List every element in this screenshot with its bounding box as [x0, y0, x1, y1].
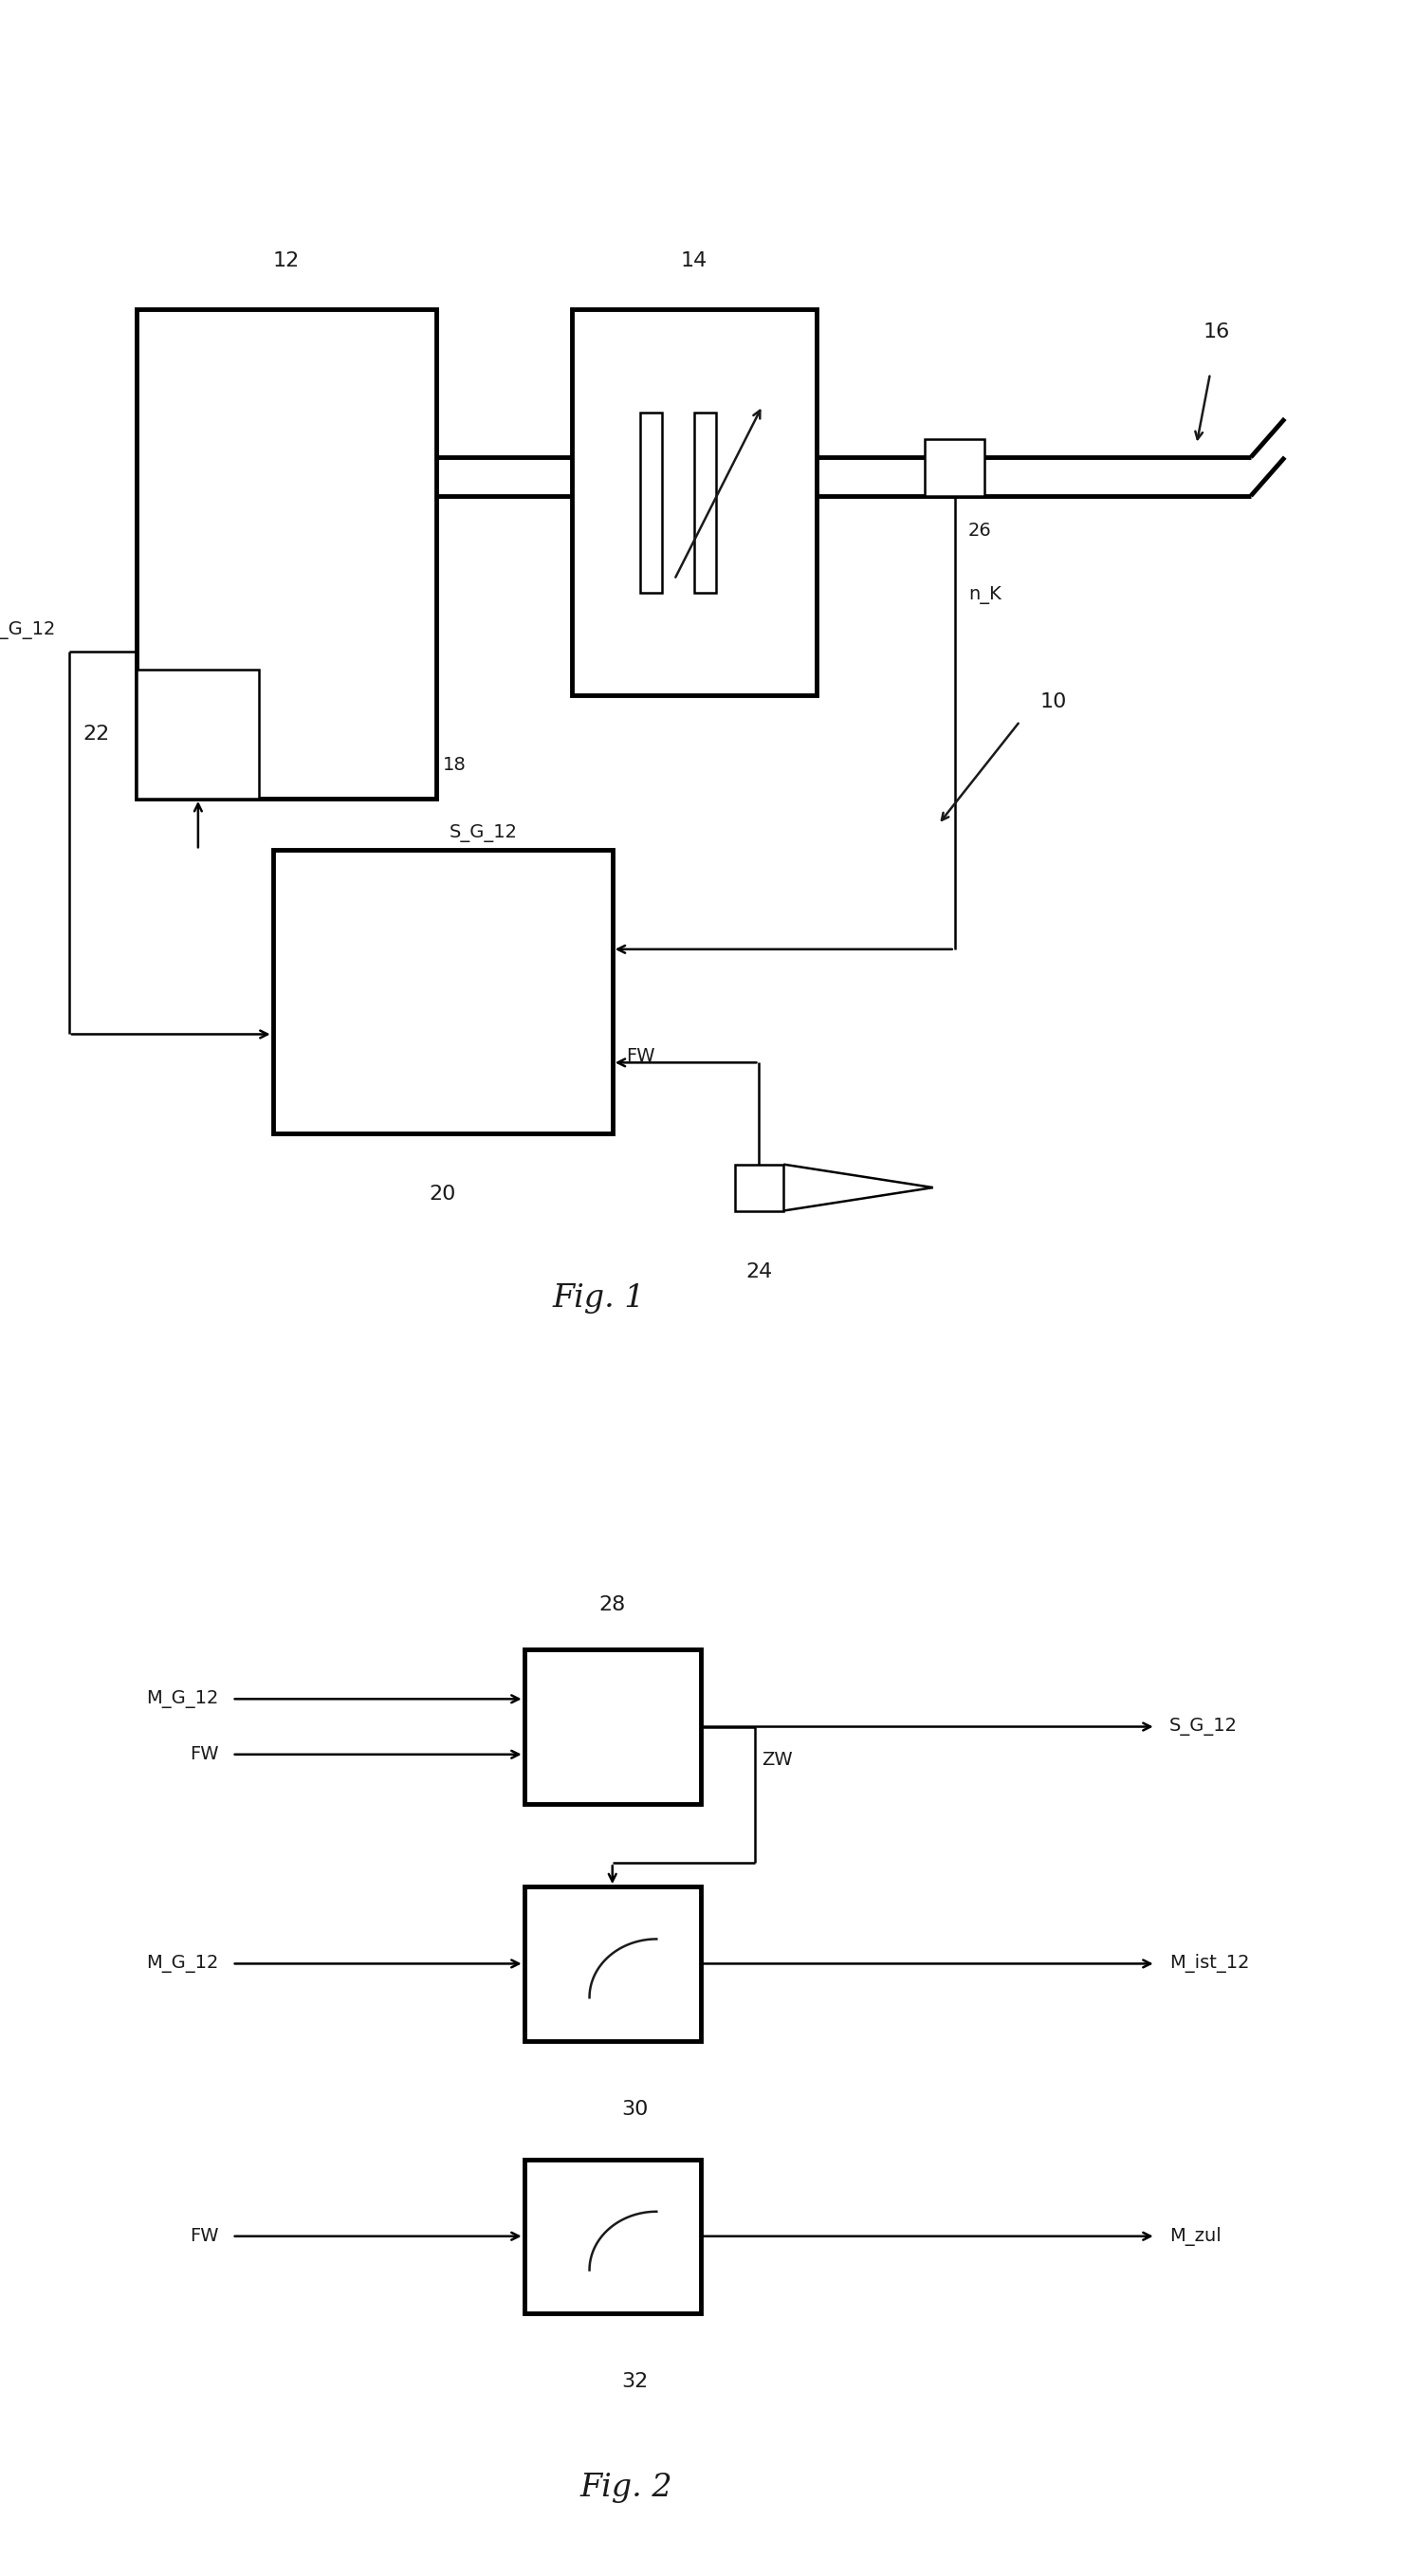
Text: FW: FW	[625, 1048, 655, 1064]
Bar	[640, 412, 662, 592]
Bar	[273, 850, 613, 1133]
Text: M_G_12: M_G_12	[0, 621, 55, 639]
Text: 10: 10	[1040, 693, 1067, 711]
Text: M_G_12: M_G_12	[146, 1955, 218, 1973]
Bar	[693, 412, 716, 592]
Text: FW: FW	[190, 1747, 218, 1765]
Bar	[572, 309, 816, 696]
Bar	[524, 1649, 700, 1803]
Text: 18: 18	[443, 757, 466, 773]
Text: 30: 30	[621, 2099, 648, 2120]
Text: n_K: n_K	[968, 587, 1002, 603]
Text: 20: 20	[429, 1185, 456, 1203]
Text: S_G_12: S_G_12	[1169, 1718, 1238, 1736]
Text: 28: 28	[599, 1595, 625, 1615]
Text: 12: 12	[273, 252, 300, 270]
Text: 32: 32	[621, 2372, 648, 2391]
Text: 22: 22	[83, 724, 110, 744]
Text: 24: 24	[746, 1262, 773, 1280]
Text: M_ist_12: M_ist_12	[1169, 1955, 1249, 1973]
Text: Fig. 2: Fig. 2	[580, 2473, 672, 2504]
Text: 16: 16	[1204, 322, 1230, 340]
Text: 26: 26	[968, 523, 992, 538]
Text: FW: FW	[190, 2228, 218, 2246]
Text: Fig. 1: Fig. 1	[552, 1283, 645, 1314]
Text: M_zul: M_zul	[1169, 2226, 1221, 2246]
Bar	[137, 670, 259, 799]
Bar	[524, 1886, 700, 2040]
Bar	[734, 1164, 784, 1211]
Bar	[524, 2159, 700, 2313]
Bar	[925, 438, 985, 495]
Text: S_G_12: S_G_12	[450, 824, 518, 842]
Bar	[137, 309, 436, 799]
Text: ZW: ZW	[761, 1752, 792, 1767]
Text: M_G_12: M_G_12	[146, 1690, 218, 1708]
Text: 14: 14	[681, 252, 708, 270]
